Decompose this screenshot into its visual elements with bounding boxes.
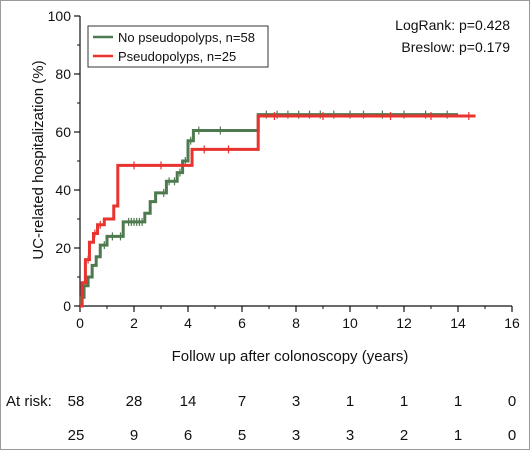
y-tick-label: 80 (55, 66, 71, 82)
y-axis-title: UC-related hospitalization (%) (30, 60, 47, 259)
x-tick-label: 14 (450, 315, 466, 331)
at-risk-value: 2 (400, 427, 408, 444)
legend-label-no-pseudopolyps: No pseudopolyps, n=58 (118, 30, 255, 45)
at-risk-label: At risk: (6, 393, 52, 410)
at-risk-value: 3 (292, 393, 300, 410)
x-axis-title: Follow up after colonoscopy (years) (172, 348, 409, 365)
at-risk-value: 0 (508, 393, 516, 410)
logrank-annotation: LogRank: p=0.428 (395, 17, 510, 33)
at-risk-value: 1 (454, 427, 462, 444)
legend-label-pseudopolyps: Pseudopolyps, n=25 (118, 49, 236, 64)
at-risk-value: 1 (400, 393, 408, 410)
at-risk-value: 58 (68, 393, 85, 410)
y-tick-label: 20 (55, 240, 71, 256)
legend-box (87, 25, 269, 68)
x-tick-label: 12 (396, 315, 412, 331)
at-risk-value: 28 (126, 393, 143, 410)
at-risk-value: 25 (68, 427, 85, 444)
x-tick-label: 10 (342, 315, 358, 331)
at-risk-value: 14 (180, 393, 197, 410)
at-risk-value: 5 (238, 427, 246, 444)
at-risk-value: 3 (292, 427, 300, 444)
at-risk-value: 9 (130, 427, 138, 444)
x-tick-label: 16 (504, 315, 520, 331)
x-tick-label: 2 (130, 315, 138, 331)
x-tick-label: 0 (76, 315, 84, 331)
x-tick-label: 8 (292, 315, 300, 331)
at-risk-value: 7 (238, 393, 246, 410)
y-tick-label: 100 (48, 8, 72, 24)
at-risk-value: 3 (346, 427, 354, 444)
at-risk-value: 0 (508, 427, 516, 444)
at-risk-value: 1 (454, 393, 462, 410)
series-line-pseudopolyps (80, 114, 476, 308)
y-tick-label: 40 (55, 182, 71, 198)
y-tick-label: 0 (63, 298, 71, 314)
at-risk-value: 1 (346, 393, 354, 410)
at-risk-value: 6 (184, 427, 192, 444)
series-line-no-pseudopolyps (79, 113, 458, 308)
x-tick-label: 4 (184, 315, 192, 331)
y-axis-title-group: UC-related hospitalization (%) (30, 60, 47, 259)
y-tick-label: 60 (55, 124, 71, 140)
legend: No pseudopolyps, n=58 Pseudopolyps, n=25 (87, 25, 269, 68)
x-tick-label: 6 (238, 315, 246, 331)
breslow-annotation: Breslow: p=0.179 (401, 39, 510, 55)
